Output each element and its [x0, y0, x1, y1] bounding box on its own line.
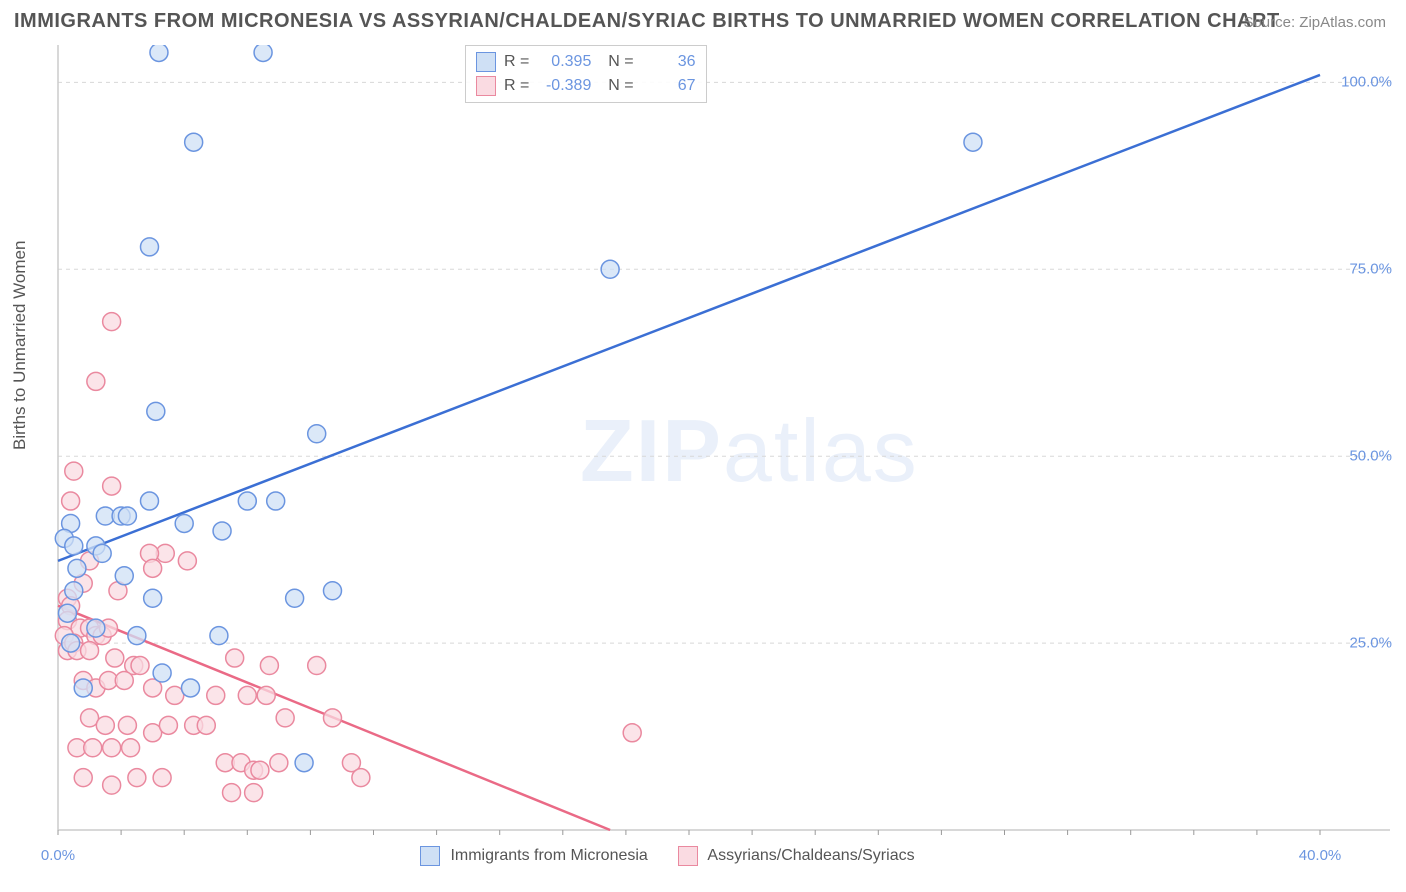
- stats-r-value: 0.395: [537, 53, 591, 71]
- stats-n-value: 67: [642, 77, 696, 95]
- y-tick-label: 75.0%: [1349, 261, 1392, 278]
- stats-swatch: [476, 76, 496, 96]
- legend-label: Assyrians/Chaldeans/Syriacs: [707, 847, 914, 864]
- plot-area: [50, 45, 1390, 835]
- stats-n-label: N =: [599, 77, 633, 95]
- stats-row-series-1: R = -0.389 N = 67: [476, 74, 696, 98]
- chart-title: IMMIGRANTS FROM MICRONESIA VS ASSYRIAN/C…: [14, 10, 1280, 33]
- legend-item-0: Immigrants from Micronesia: [420, 846, 648, 866]
- scatter-chart-svg: [50, 45, 1390, 835]
- stats-swatch: [476, 52, 496, 72]
- correlation-stats-box: R = 0.395 N = 36 R = -0.389 N = 67: [465, 45, 707, 103]
- x-tick-label: 0.0%: [41, 847, 75, 864]
- stats-r-value: -0.389: [537, 77, 591, 95]
- stats-row-series-0: R = 0.395 N = 36: [476, 50, 696, 74]
- stats-r-label: R =: [504, 77, 529, 95]
- stats-n-value: 36: [642, 53, 696, 71]
- legend-swatch: [678, 846, 698, 866]
- y-axis-label: Births to Unmarried Women: [10, 241, 30, 450]
- y-tick-label: 25.0%: [1349, 635, 1392, 652]
- legend-item-1: Assyrians/Chaldeans/Syriacs: [678, 846, 915, 866]
- legend-label: Immigrants from Micronesia: [450, 847, 647, 864]
- y-tick-label: 50.0%: [1349, 448, 1392, 465]
- legend-swatch: [420, 846, 440, 866]
- x-tick-label: 40.0%: [1299, 847, 1342, 864]
- stats-r-label: R =: [504, 53, 529, 71]
- y-tick-label: 100.0%: [1341, 74, 1392, 91]
- bottom-legend: Immigrants from Micronesia Assyrians/Cha…: [420, 846, 915, 866]
- source-attribution: Source: ZipAtlas.com: [1243, 14, 1386, 31]
- stats-n-label: N =: [599, 53, 633, 71]
